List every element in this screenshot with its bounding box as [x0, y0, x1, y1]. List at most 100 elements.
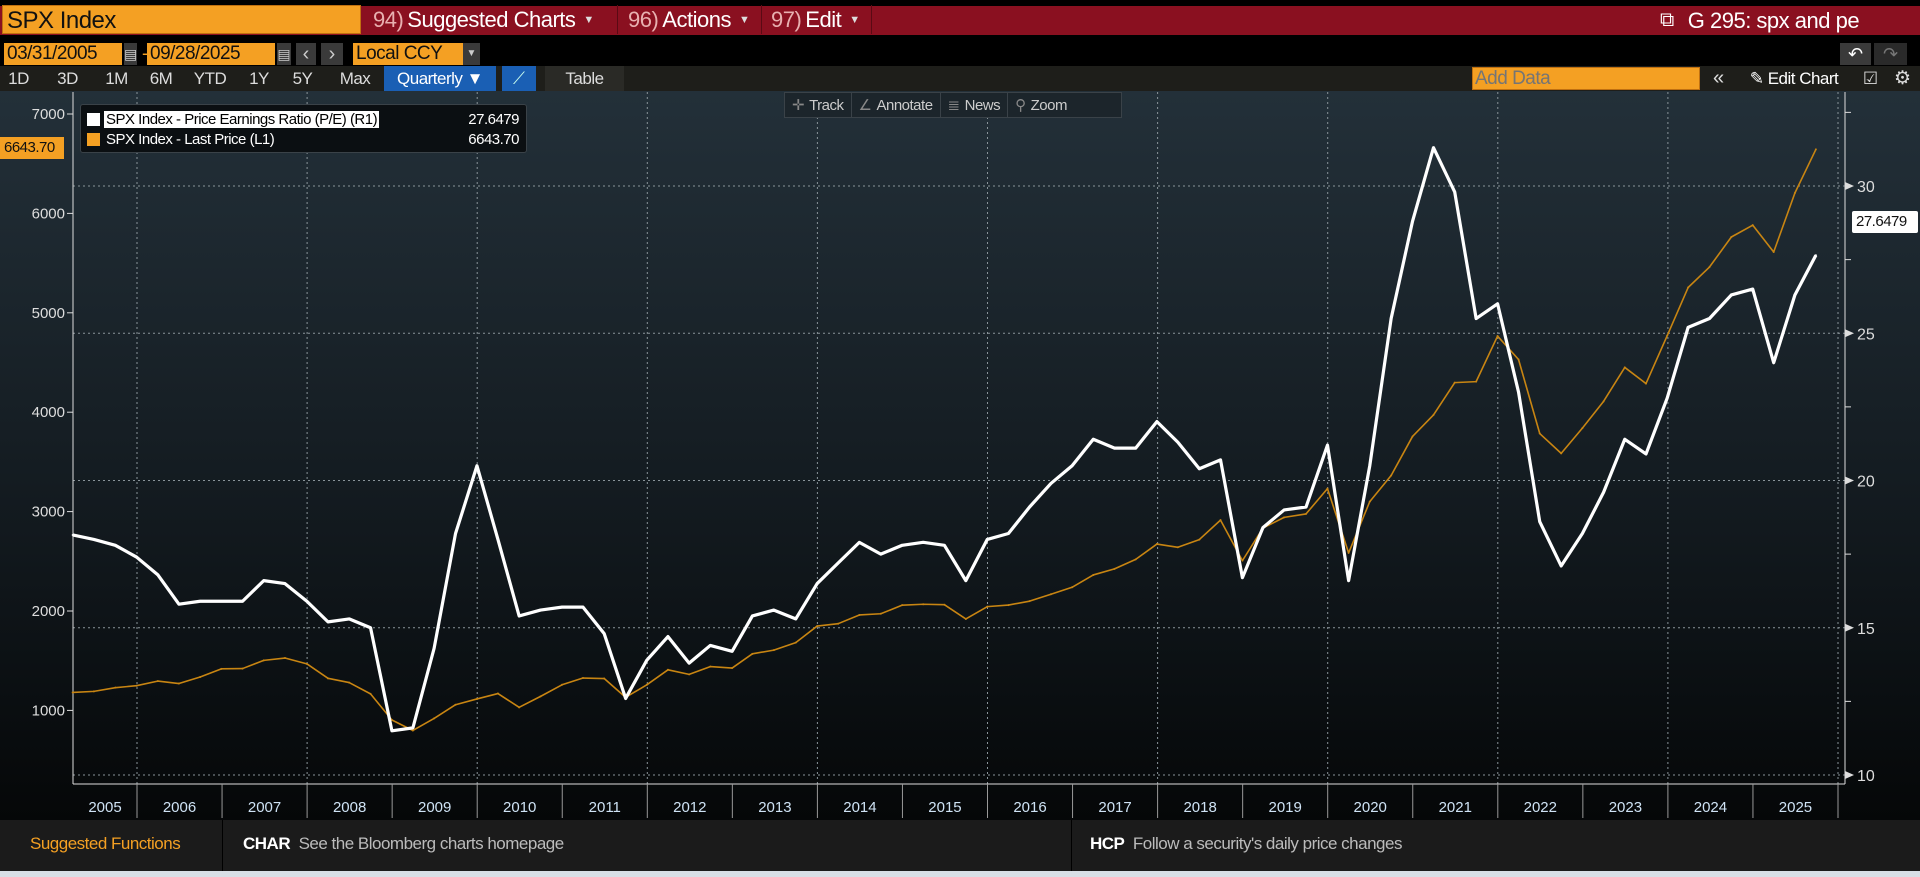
next-period-button[interactable]: › [321, 43, 343, 65]
tool-label: Track [809, 96, 844, 114]
last-price-point [433, 717, 436, 720]
pe-ratio-point [1581, 532, 1584, 535]
pe-ratio-point [1772, 361, 1775, 364]
last-price-point [475, 697, 478, 700]
left-axis-label: 1000 [32, 702, 65, 719]
function-char[interactable]: CHAR See the Bloomberg charts homepage [243, 834, 564, 854]
undo-button[interactable]: ↶ [1840, 43, 1871, 65]
pe-ratio-point [92, 538, 95, 541]
table-button[interactable]: Table [545, 66, 624, 91]
left-axis-label: 7000 [32, 106, 65, 123]
pe-ratio-point [1730, 293, 1733, 296]
pe-ratio-point [901, 544, 904, 547]
last-price-point [922, 603, 925, 606]
right-axis-tick [1845, 329, 1854, 338]
annotate-tool[interactable]: ∠ Annotate [852, 93, 941, 117]
pe-ratio-point [1261, 526, 1264, 529]
period-tab-1y[interactable]: 1Y [249, 69, 269, 88]
chevron-down-icon[interactable]: ▼ [463, 43, 480, 65]
pe-ratio-point [1219, 458, 1222, 461]
period-tab-ytd[interactable]: YTD [193, 69, 227, 88]
chart-area [0, 91, 1920, 820]
annotation-edit-icon[interactable]: ☑ [1862, 69, 1879, 88]
edit-chart-label: Edit Chart [1767, 69, 1839, 88]
last-price-point [539, 695, 542, 698]
left-axis-label: 5000 [32, 305, 65, 322]
last-price-point [1347, 551, 1350, 554]
period-tab-5y[interactable]: 5Y [292, 69, 313, 88]
period-tab-max[interactable]: Max [339, 69, 371, 88]
pe-ratio-point [1390, 317, 1393, 320]
last-price-point [220, 667, 223, 670]
last-price-point [1198, 538, 1201, 541]
line-chart-icon[interactable]: ⟋ [502, 66, 536, 91]
last-price-point [986, 605, 989, 608]
end-date-input[interactable]: 09/28/2025 [147, 43, 275, 65]
left-axis-label: 6000 [32, 205, 65, 222]
period-tab-1m[interactable]: 1M [105, 69, 128, 88]
calendar-icon[interactable]: ▤ [124, 43, 137, 65]
prev-period-button[interactable]: ‹ [296, 43, 316, 65]
pencil-icon: ✎ [1749, 69, 1764, 88]
right-axis-tick [1845, 182, 1854, 190]
suggested-charts-menu[interactable]: 94) Suggested Charts ▼ [367, 5, 618, 34]
pe-ratio-point [1028, 506, 1031, 509]
currency-select[interactable]: Local CCY [353, 43, 463, 65]
period-tab-3d[interactable]: 3D [57, 69, 78, 88]
right-axis-tick [1845, 771, 1854, 779]
x-axis-label: 2005 [88, 799, 121, 816]
track-tool[interactable]: ✛ Track [785, 93, 852, 117]
edit-chart-button[interactable]: ✎ Edit Chart [1739, 66, 1849, 91]
last-price-point [1644, 382, 1647, 385]
redo-button[interactable]: ↷ [1874, 43, 1907, 65]
pe-ratio-line [72, 146, 1818, 733]
period-tab-6m[interactable]: 6M [149, 69, 173, 88]
last-price-point [1602, 400, 1605, 403]
external-link-icon[interactable]: ⧉ [1660, 9, 1674, 31]
pe-ratio-point [1155, 420, 1158, 423]
pe-ratio-point [496, 538, 499, 541]
edit-menu[interactable]: 97) Edit ▼ [765, 5, 872, 34]
function-hcp[interactable]: HCP Follow a security's daily price chan… [1090, 834, 1402, 854]
last-price-point [305, 662, 308, 665]
last-price-point [1283, 516, 1286, 519]
x-axis-label: 2023 [1609, 799, 1642, 816]
period-tab-1d[interactable]: 1D [8, 69, 29, 88]
menu-number: 96) [628, 6, 659, 32]
legend-item-price[interactable]: SPX Index - Last Price (L1) 6643.70 [87, 129, 519, 149]
legend-item-pe[interactable]: SPX Index - Price Earnings Ratio (P/E) (… [87, 109, 519, 129]
right-axis-label: 15 [1857, 621, 1875, 638]
calendar-icon[interactable]: ▤ [277, 43, 291, 65]
x-axis-label: 2012 [673, 799, 706, 816]
last-price-point [1390, 474, 1393, 477]
last-price-point [454, 703, 457, 706]
zoom-tool[interactable]: ⚲ Zoom [1008, 93, 1074, 117]
frequency-dropdown[interactable]: Quarterly ▼ [384, 66, 496, 91]
actions-menu[interactable]: 96) Actions ▼ [622, 5, 762, 34]
pe-ratio-point [1198, 467, 1201, 470]
start-date-input[interactable]: 03/31/2005 [4, 43, 122, 65]
crosshair-icon: ✛ [792, 97, 805, 114]
pe-ratio-point [1368, 464, 1371, 467]
gear-icon[interactable]: ⚙ [1893, 68, 1912, 89]
news-tool[interactable]: ≣ News [941, 93, 1009, 117]
add-data-input[interactable] [1472, 67, 1700, 90]
collapse-button[interactable]: « [1712, 67, 1725, 89]
suggested-functions-bar: Suggested Functions CHAR See the Bloombe… [0, 820, 1920, 871]
x-axis-label: 2013 [758, 799, 791, 816]
ticker-input[interactable]: SPX Index [2, 5, 361, 34]
last-price-point [1326, 487, 1329, 490]
pe-ratio-point [327, 620, 330, 623]
x-axis-label: 2008 [333, 799, 366, 816]
last-price-point [177, 682, 180, 685]
last-price-point [1814, 148, 1817, 151]
x-axis-label: 2006 [163, 799, 196, 816]
pe-ratio-point [1007, 532, 1010, 535]
pe-ratio-point [71, 533, 74, 536]
pe-ratio-point [411, 726, 414, 729]
x-axis-label: 2009 [418, 799, 451, 816]
last-price-point [688, 673, 691, 676]
last-price-point [1793, 192, 1796, 195]
suggested-functions-title: Suggested Functions [30, 834, 181, 853]
left-axis-label: 2000 [32, 603, 65, 620]
